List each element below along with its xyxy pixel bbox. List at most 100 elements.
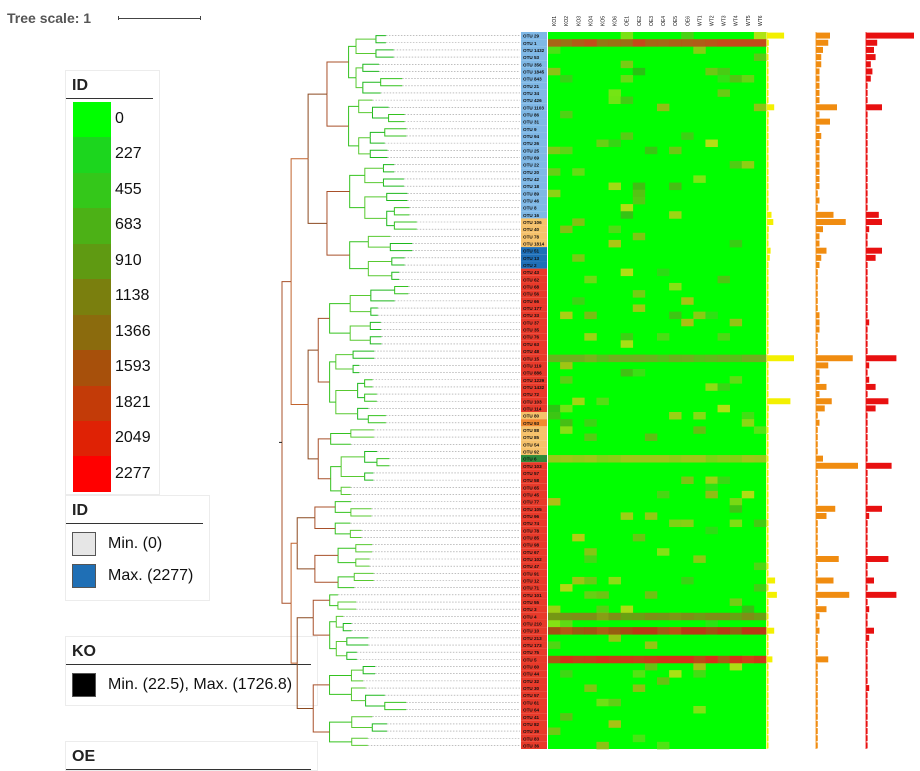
orange-bar (816, 32, 830, 39)
heatmap-cell (632, 39, 646, 47)
heatmap-cell (608, 698, 621, 707)
tree-branch (307, 158, 327, 224)
tree-branch (350, 687, 366, 695)
tree-branch (364, 196, 387, 208)
max-label: Max. (2277) (108, 567, 194, 584)
orange-bar (816, 348, 818, 355)
red-bar (866, 97, 868, 104)
ko-legend: KO Min. (22.5), Max. (1726.8) (65, 636, 318, 706)
leaf-label: OTU 105 (523, 507, 542, 512)
min-row: Min. (0) (72, 532, 209, 556)
yellow-bar (767, 491, 769, 498)
heatmap-cell (608, 96, 621, 104)
tree-branch (337, 582, 355, 589)
heatmap-cell (572, 39, 585, 47)
heatmap-cell (632, 182, 646, 191)
tree-branch (370, 295, 395, 302)
orange-bar (816, 412, 818, 419)
orange-bar (816, 190, 818, 197)
heatmap-cell (693, 354, 706, 363)
leaf-label-bg (521, 103, 547, 111)
tree-branch (367, 419, 386, 424)
tree-branch (394, 290, 409, 295)
leaf-label-bg (521, 412, 547, 420)
leaf-label: OTU 77 (523, 500, 540, 505)
tree-branch (388, 113, 405, 119)
heatmap-cell (644, 591, 658, 599)
heatmap-cell (705, 483, 718, 492)
red-bar (866, 297, 868, 304)
orange-bar (816, 685, 818, 692)
heatmap-column-label: KO2 (564, 16, 570, 26)
leaf-label-bg (521, 189, 547, 197)
tree-branch (290, 158, 309, 282)
leaf-label-bg (521, 168, 547, 176)
leaf-label: OTU 119 (523, 363, 542, 368)
tree-branch (349, 303, 371, 313)
tree-branch (382, 182, 404, 187)
tree-branch (329, 303, 351, 319)
red-bar (866, 405, 876, 412)
orange-bar (816, 728, 818, 735)
gradient-tick-label: 2049 (115, 429, 151, 447)
leaf-label: OTU 80 (523, 414, 540, 419)
tree-branch (335, 648, 347, 657)
tree-branch (312, 708, 330, 733)
leaf-label-bg (521, 225, 547, 233)
tree-branch (337, 601, 357, 606)
tree-branch (353, 576, 374, 582)
leaf-label-bg (521, 254, 547, 262)
leaf-label: OTU 177 (523, 306, 542, 311)
orange-bar (816, 656, 829, 663)
heatmap-cell (632, 455, 646, 463)
leaf-label: OTU 5 (523, 657, 537, 662)
heatmap-cell (681, 297, 694, 305)
orange-bar (816, 383, 827, 390)
leaf-label: OTU 1 (523, 41, 537, 46)
gradient-tick-label: 1138 (115, 287, 150, 305)
leaf-label: OTU 3 (523, 607, 537, 612)
leaf-label: OTU 213 (523, 636, 542, 641)
leaf-label: OTU 44 (523, 672, 540, 677)
yellow-bar (767, 577, 776, 584)
heatmap-column-label: WT1 (697, 15, 703, 26)
leaf-label: OTU 53 (523, 55, 540, 60)
phylogenetic-tree (279, 35, 520, 746)
orange-bar (816, 168, 820, 175)
tree-branch (329, 731, 352, 743)
yellow-bar (767, 111, 769, 118)
orange-bar (816, 247, 827, 254)
leaf-label-bg (521, 211, 547, 219)
yellow-bar (767, 32, 785, 39)
heatmap-cell (753, 426, 767, 434)
red-bar (866, 305, 868, 312)
tree-branch (352, 350, 375, 355)
heatmap-cell (620, 354, 634, 363)
leaf-label-bg (521, 641, 547, 649)
heatmap-cell (632, 354, 646, 363)
leaf-label: OTU 106 (523, 220, 542, 225)
orange-bar (816, 355, 853, 362)
leaf-label-bg (521, 368, 547, 377)
orange-bar (816, 54, 822, 61)
tree-branch (358, 145, 371, 155)
tree-branch (330, 466, 342, 479)
red-bar (866, 634, 870, 641)
leaf-label-bg (521, 541, 547, 549)
heatmap-cell (620, 32, 634, 40)
leaf-label: OTU 69 (523, 155, 540, 160)
tree-branch (350, 429, 374, 434)
tree-branch (362, 81, 381, 88)
tree-branch (335, 361, 354, 370)
heatmap-cell (548, 189, 561, 198)
red-bar (866, 412, 868, 419)
red-bar (866, 512, 870, 519)
heatmap-cell (705, 383, 718, 391)
leaf-label-bg (521, 96, 547, 104)
leaf-label-bg (521, 698, 547, 706)
leaf-label-bg (521, 325, 547, 334)
leaf-label-bg (521, 53, 547, 61)
tree-branch (367, 241, 391, 248)
leaf-label-bg (521, 555, 547, 563)
heatmap-cell (657, 354, 670, 363)
